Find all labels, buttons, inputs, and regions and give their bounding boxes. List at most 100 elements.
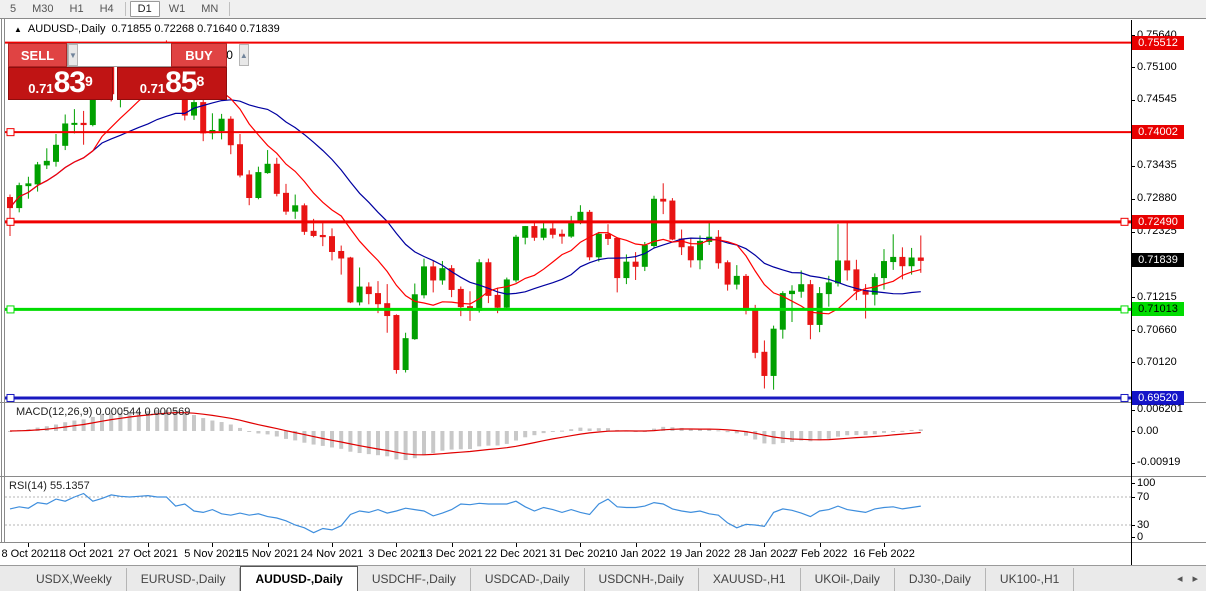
- candle: [678, 229, 685, 256]
- candle: [540, 223, 547, 241]
- macd-histogram-bar: [284, 431, 288, 439]
- candle: [467, 291, 473, 321]
- hline-price-badge: 0.71013: [1132, 302, 1184, 317]
- macd-histogram-bar: [330, 431, 334, 448]
- chart-tab-dj30[interactable]: DJ30-,Daily: [895, 568, 986, 591]
- macd-histogram-bar: [81, 419, 86, 431]
- candle: [549, 222, 556, 239]
- collapse-panel-icon[interactable]: ▲: [14, 24, 22, 34]
- line-drag-handle[interactable]: [6, 128, 15, 137]
- candle: [835, 224, 841, 287]
- price-axis-tick: [1131, 362, 1135, 364]
- chart-tab-usdcnh[interactable]: USDCNH-,Daily: [585, 568, 699, 591]
- line-drag-handle[interactable]: [1120, 393, 1129, 402]
- chart-tab-ukoil[interactable]: UKOil-,Daily: [801, 568, 895, 591]
- macd-histogram-bar: [909, 429, 914, 431]
- pane-divider[interactable]: [0, 402, 1206, 403]
- price-chart-canvas[interactable]: [5, 20, 1131, 402]
- price-axis-label: 0.75100: [1137, 60, 1177, 73]
- macd-histogram-bar: [780, 431, 785, 444]
- macd-histogram-bar: [265, 431, 270, 435]
- volume-increase-button[interactable]: ▲: [238, 44, 249, 66]
- candle: [733, 265, 740, 290]
- date-label: 16 Feb 2022: [853, 548, 915, 560]
- sell-price-big-digits: 83: [53, 66, 86, 99]
- macd-histogram-bar: [477, 431, 482, 447]
- line-drag-handle[interactable]: [1120, 305, 1129, 314]
- rsi-scale-label: 0: [1137, 530, 1144, 543]
- buy-button[interactable]: BUY: [171, 43, 227, 67]
- tabs-scroll-right-icon[interactable]: ▸: [1192, 573, 1198, 585]
- candle: [531, 223, 538, 241]
- macd-histogram-bar: [891, 431, 896, 432]
- macd-histogram-bar: [247, 431, 252, 432]
- toolbar-separator: [229, 2, 231, 16]
- candle: [522, 225, 529, 245]
- chart-tab-usdcad[interactable]: USDCAD-,Daily: [471, 568, 585, 591]
- volume-spinner: ▼ ▲: [67, 43, 249, 67]
- chart-tab-eurusd[interactable]: EURUSD-,Daily: [127, 568, 241, 591]
- candle: [53, 134, 59, 167]
- buy-price-pip-digit: 8: [196, 73, 205, 89]
- timeframe-button-d1[interactable]: D1: [129, 1, 160, 17]
- date-axis-tick: [580, 543, 582, 547]
- date-label: 10 Jan 2022: [605, 548, 666, 560]
- candle: [789, 285, 795, 323]
- price-axis-tick: [1131, 35, 1135, 36]
- price-axis-tick: [1131, 409, 1135, 411]
- line-drag-handle[interactable]: [6, 393, 15, 402]
- timeframe-button-m30[interactable]: M30: [32, 3, 54, 15]
- candle: [402, 332, 409, 373]
- timeframe-button-h1[interactable]: H1: [69, 3, 84, 15]
- macd-histogram-bar: [293, 431, 298, 441]
- volume-decrease-button[interactable]: ▼: [68, 44, 78, 66]
- macd-histogram-bar: [394, 431, 399, 460]
- chart-tab-usdchf[interactable]: USDCHF-,Daily: [358, 568, 471, 591]
- chart-tab-audusd[interactable]: AUDUSD-,Daily: [240, 566, 358, 591]
- date-axis-tick: [267, 543, 269, 547]
- pane-divider[interactable]: [0, 476, 1206, 477]
- sell-price-display[interactable]: 0.71 83 9: [8, 67, 113, 100]
- buy-price-prefix: 0.71: [139, 81, 166, 96]
- macd-signal-line: [9, 411, 921, 456]
- tabs-scroll-left-icon[interactable]: ◂: [1176, 573, 1183, 585]
- buy-price-display[interactable]: 0.71 85 8: [117, 67, 227, 100]
- line-drag-handle[interactable]: [1120, 217, 1129, 226]
- candle: [375, 281, 381, 314]
- chart-tab-uk100[interactable]: UK100-,H1: [986, 568, 1075, 591]
- timeframe-button-5[interactable]: 5: [10, 3, 17, 15]
- macd-indicator-canvas[interactable]: [5, 404, 1131, 476]
- candle: [660, 183, 667, 215]
- chart-tab-xauusd[interactable]: XAUUSD-,H1: [699, 568, 801, 591]
- date-axis-tick: [396, 543, 398, 547]
- candle: [7, 194, 13, 237]
- date-axis-tick: [332, 543, 333, 547]
- rsi-indicator-canvas[interactable]: [5, 478, 1131, 542]
- line-drag-handle[interactable]: [6, 217, 15, 226]
- price-axis-label: 0.73435: [1137, 159, 1177, 172]
- macd-histogram-bar: [109, 413, 114, 431]
- macd-histogram-bar: [734, 431, 739, 434]
- candle: [687, 237, 694, 268]
- candle: [752, 304, 759, 359]
- macd-histogram-bar: [504, 431, 509, 444]
- candle: [899, 247, 906, 280]
- macd-histogram-bar: [8, 431, 12, 432]
- candle: [292, 194, 299, 219]
- macd-histogram-bar: [596, 428, 601, 431]
- candle: [421, 258, 427, 299]
- macd-histogram-bar: [872, 431, 877, 435]
- price-axis-tick: [1131, 67, 1135, 69]
- timeframe-button-mn[interactable]: MN: [201, 3, 219, 15]
- candle: [329, 228, 335, 261]
- sell-button[interactable]: SELL: [8, 43, 67, 67]
- hline-price-badge: 0.69520: [1132, 390, 1184, 405]
- date-label: 22 Dec 2021: [484, 548, 548, 560]
- timeframe-button-w1[interactable]: W1: [168, 3, 186, 15]
- line-drag-handle[interactable]: [6, 305, 15, 314]
- candle: [246, 170, 253, 206]
- chart-tab-usdx[interactable]: USDX,Weekly: [22, 568, 127, 591]
- timeframe-button-h4[interactable]: H4: [99, 3, 114, 15]
- candle: [779, 291, 786, 339]
- date-label: 15 Nov 2021: [236, 548, 299, 560]
